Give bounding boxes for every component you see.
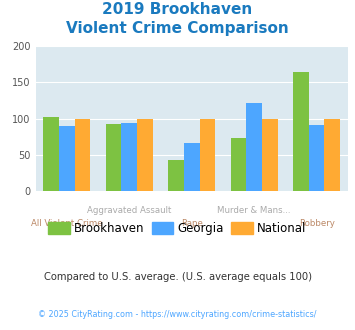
- Text: Murder & Mans...: Murder & Mans...: [217, 206, 291, 215]
- Text: © 2025 CityRating.com - https://www.cityrating.com/crime-statistics/: © 2025 CityRating.com - https://www.city…: [38, 310, 317, 319]
- Text: All Violent Crime: All Violent Crime: [31, 219, 103, 228]
- Text: Robbery: Robbery: [299, 219, 335, 228]
- Bar: [137, 119, 153, 191]
- Bar: [309, 125, 324, 191]
- Bar: [231, 138, 246, 191]
- Bar: [75, 119, 90, 191]
- Text: Compared to U.S. average. (U.S. average equals 100): Compared to U.S. average. (U.S. average …: [44, 272, 311, 282]
- Text: Rape: Rape: [181, 219, 203, 228]
- Bar: [43, 116, 59, 191]
- Bar: [324, 119, 340, 191]
- Legend: Brookhaven, Georgia, National: Brookhaven, Georgia, National: [44, 217, 311, 240]
- Bar: [262, 119, 278, 191]
- Bar: [246, 103, 262, 191]
- Text: 2019 Brookhaven: 2019 Brookhaven: [102, 2, 253, 16]
- Bar: [184, 144, 200, 191]
- Bar: [59, 126, 75, 191]
- Bar: [121, 123, 137, 191]
- Bar: [200, 119, 215, 191]
- Bar: [106, 124, 121, 191]
- Text: Violent Crime Comparison: Violent Crime Comparison: [66, 21, 289, 36]
- Bar: [293, 72, 309, 191]
- Bar: [168, 160, 184, 191]
- Text: Aggravated Assault: Aggravated Assault: [87, 206, 171, 215]
